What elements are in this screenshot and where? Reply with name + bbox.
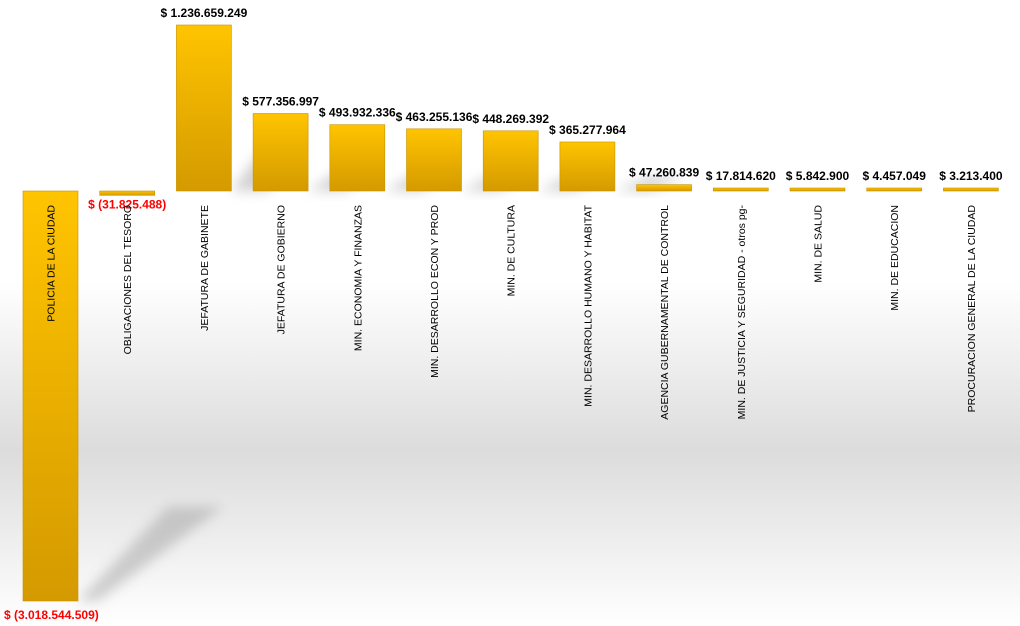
data-label-procuracion-general-de-la-ciudad: $ 3.213.400 xyxy=(939,169,1003,183)
category-label-min-de-educacion: MIN. DE EDUCACION xyxy=(889,205,901,311)
data-labels: $ (3.018.544.509) $ (31.825.488) $ 1.236.6… xyxy=(4,6,1003,622)
data-label-min-de-cultura: $ 448.269.392 xyxy=(472,112,549,126)
data-label-min-desarrollo-humano-y-habitat: $ 365.277.964 xyxy=(549,123,626,137)
bar-policia-de-la-ciudad xyxy=(22,190,79,602)
category-label-min-desarrollo-econ-y-prod: MIN. DESARROLLO ECON Y PROD xyxy=(429,205,441,378)
data-label-min-economia-y-finanzas: $ 493.932.336 xyxy=(319,106,396,120)
bar-procuracion-general-de-la-ciudad xyxy=(943,187,999,192)
category-label-jefatura-de-gabinete: JEFATURA DE GABINETE xyxy=(199,205,211,331)
data-label-min-de-salud: $ 5.842.900 xyxy=(786,169,850,183)
data-label-policia-de-la-ciudad: $ (3.018.544.509) xyxy=(4,608,99,622)
bar-shadow-min-desarrollo-humano-y-habitat xyxy=(614,177,685,191)
category-label-procuracion-general-de-la-ciudad: PROCURACION GENERAL DE LA CIUDAD xyxy=(966,205,978,413)
bar-min-desarrollo-humano-y-habitat xyxy=(559,141,616,192)
category-label-min-desarrollo-humano-y-habitat: MIN. DESARROLLO HUMANO Y HABITAT xyxy=(582,204,594,406)
bar-obligaciones-del-tesoro xyxy=(99,190,155,196)
data-label-jefatura-de-gabinete: $ 1.236.659.249 xyxy=(161,6,248,20)
category-label-min-de-salud: MIN. DE SALUD xyxy=(813,205,825,283)
bar-min-de-cultura xyxy=(482,130,539,192)
bar-min-de-salud xyxy=(789,187,846,192)
bar-shadow-policia-de-la-ciudad xyxy=(78,506,223,601)
category-label-agencia-gubernamental-de-control: AGENCIA GUBERNAMENTAL DE CONTROL xyxy=(659,205,671,420)
category-label-obligaciones-del-tesoro: OBLIGACIONES DEL TESORO xyxy=(122,205,134,354)
bar-min-de-educacion xyxy=(866,187,923,192)
category-label-min-economia-y-finanzas: MIN. ECONOMIA Y FINANZAS xyxy=(352,205,364,351)
data-label-agencia-gubernamental-de-control: $ 47.260.839 xyxy=(629,166,699,180)
data-label-min-desarrollo-econ-y-prod: $ 463.255.136 xyxy=(396,110,473,124)
data-label-min-de-educacion: $ 4.457.049 xyxy=(862,169,926,183)
category-label-min-de-justicia-y-seguridad-otros-pg: MIN. DE JUSTICIA Y SEGURIDAD - otros pg- xyxy=(736,204,748,419)
bar-min-de-justicia-y-seguridad-otros-pg xyxy=(712,187,769,192)
data-label-jefatura-de-gobierno: $ 577.356.997 xyxy=(242,94,319,108)
bar-min-economia-y-finanzas xyxy=(329,124,386,192)
data-label-obligaciones-del-tesoro: $ (31.825.488) xyxy=(88,197,166,211)
bar-min-desarrollo-econ-y-prod xyxy=(406,128,462,192)
data-label-min-de-justicia-y-seguridad-otros-pg: $ 17.814.620 xyxy=(706,169,776,183)
category-label-min-de-cultura: MIN. DE CULTURA xyxy=(506,205,518,296)
category-labels: POLICIA DE LA CIUDAD OBLIGACIONES DEL TES… xyxy=(46,204,978,419)
category-label-policia-de-la-ciudad: POLICIA DE LA CIUDAD xyxy=(46,205,58,322)
bar-jefatura-de-gabinete xyxy=(176,24,232,192)
bar-jefatura-de-gobierno xyxy=(252,113,309,192)
bars xyxy=(22,24,999,602)
bar-agencia-gubernamental-de-control xyxy=(636,184,692,192)
category-label-jefatura-de-gobierno: JEFATURA DE GOBIERNO xyxy=(276,205,288,334)
